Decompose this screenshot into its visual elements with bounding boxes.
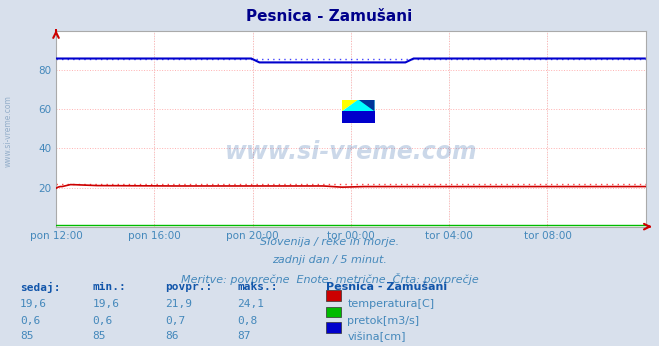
Text: maks.:: maks.: [237, 282, 277, 292]
Text: www.si-vreme.com: www.si-vreme.com [225, 140, 477, 164]
Text: 21,9: 21,9 [165, 299, 192, 309]
Text: temperatura[C]: temperatura[C] [347, 299, 434, 309]
Text: 85: 85 [20, 331, 33, 342]
Text: zadnji dan / 5 minut.: zadnji dan / 5 minut. [272, 255, 387, 265]
Text: sedaj:: sedaj: [20, 282, 60, 293]
Text: 87: 87 [237, 331, 250, 342]
Text: 0,6: 0,6 [92, 316, 113, 326]
Text: Pesnica - Zamušani: Pesnica - Zamušani [246, 9, 413, 24]
Text: višina[cm]: višina[cm] [347, 331, 406, 342]
Text: 85: 85 [92, 331, 105, 342]
Text: Pesnica - Zamušani: Pesnica - Zamušani [326, 282, 447, 292]
Text: 19,6: 19,6 [20, 299, 47, 309]
Text: min.:: min.: [92, 282, 126, 292]
Text: 0,8: 0,8 [237, 316, 258, 326]
Text: 19,6: 19,6 [92, 299, 119, 309]
Text: Slovenija / reke in morje.: Slovenija / reke in morje. [260, 237, 399, 247]
Text: pretok[m3/s]: pretok[m3/s] [347, 316, 419, 326]
Text: 86: 86 [165, 331, 178, 342]
Text: www.si-vreme.com: www.si-vreme.com [3, 95, 13, 167]
Text: 24,1: 24,1 [237, 299, 264, 309]
Text: Meritve: povprečne  Enote: metrične  Črta: povprečje: Meritve: povprečne Enote: metrične Črta:… [181, 273, 478, 285]
Text: povpr.:: povpr.: [165, 282, 212, 292]
Text: 0,7: 0,7 [165, 316, 185, 326]
Text: 0,6: 0,6 [20, 316, 40, 326]
